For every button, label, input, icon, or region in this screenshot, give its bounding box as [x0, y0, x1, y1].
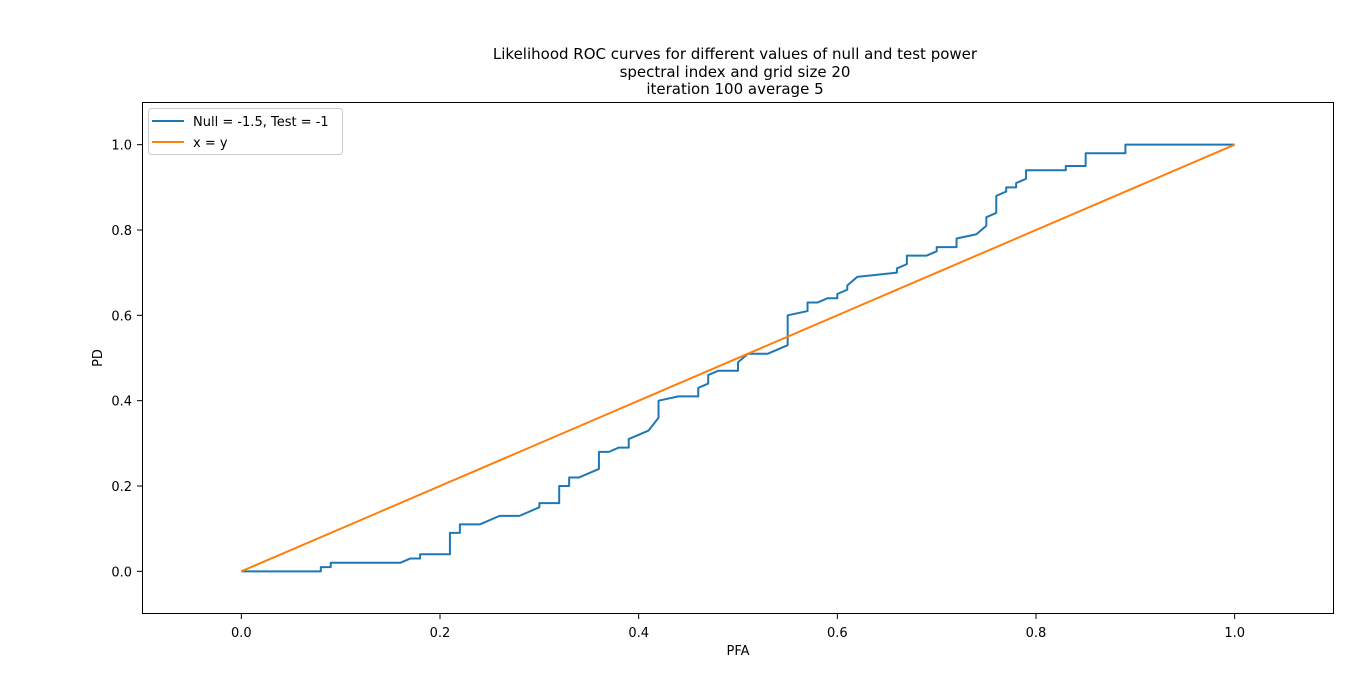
y-tick-label: 0.4: [111, 395, 132, 410]
legend-label-roc: Null = -1.5, Test = -1: [193, 115, 329, 130]
plot-area-frame: [142, 102, 1334, 614]
y-tick-label: 0.6: [111, 309, 132, 324]
y-axis-label: PD: [91, 349, 106, 367]
x-axis: 0.0 0.2 0.4 0.6 0.8 1.0: [231, 614, 1245, 641]
y-axis: 0.0 0.2 0.4 0.6 0.8 1.0: [111, 139, 142, 580]
chart-title-line-3: iteration 100 average 5: [646, 80, 823, 98]
chart-title-line-2: spectral index and grid size 20: [620, 63, 851, 81]
x-tick-label: 1.0: [1224, 626, 1245, 641]
legend: Null = -1.5, Test = -1 x = y: [148, 108, 343, 155]
x-tick-label: 0.8: [1026, 626, 1047, 641]
diagonal-reference-line: [240, 143, 1236, 573]
y-tick-label: 1.0: [111, 139, 132, 154]
chart-title-line-1: Likelihood ROC curves for different valu…: [493, 45, 978, 63]
x-tick-label: 0.4: [628, 626, 649, 641]
x-tick-label: 0.6: [827, 626, 848, 641]
y-tick-label: 0.0: [111, 565, 132, 580]
y-tick-label: 0.2: [111, 480, 132, 495]
legend-box: [148, 108, 343, 155]
x-axis-label: PFA: [726, 644, 749, 659]
series-layer: [240, 143, 1236, 573]
legend-label-diagonal: x = y: [193, 136, 228, 151]
x-tick-label: 0.0: [231, 626, 252, 641]
roc-curve-line: [241, 143, 1235, 573]
y-tick-label: 0.8: [111, 224, 132, 239]
x-tick-label: 0.2: [430, 626, 451, 641]
